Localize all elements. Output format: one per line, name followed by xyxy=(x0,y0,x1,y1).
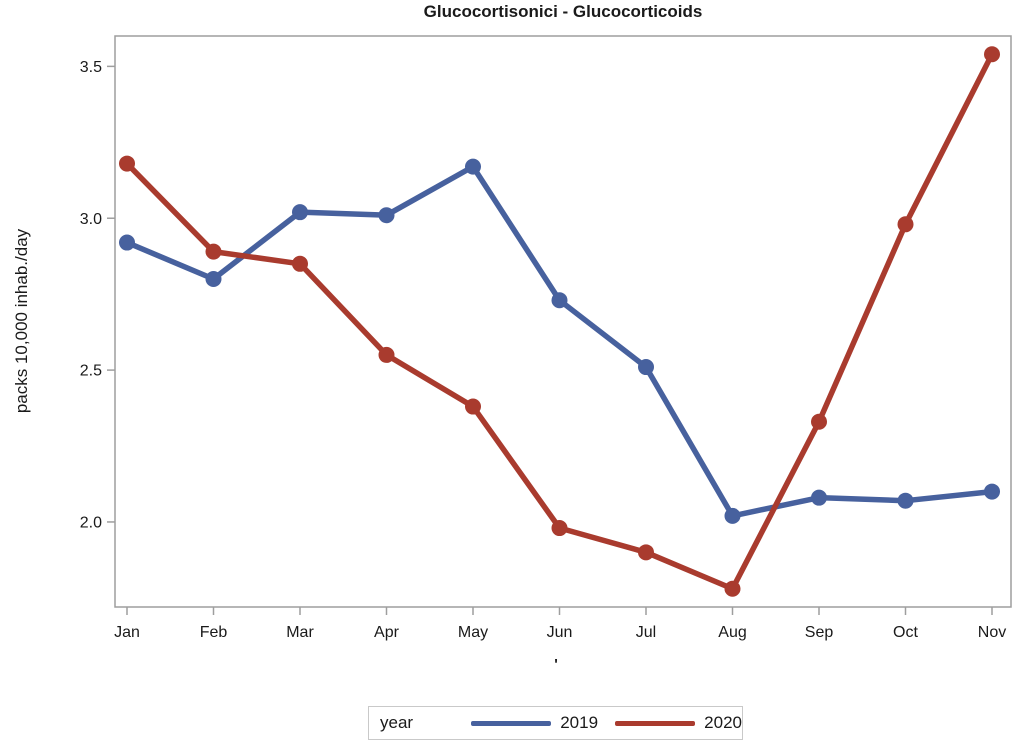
data-point-2019 xyxy=(724,507,741,524)
legend-swatch-2020 xyxy=(615,720,696,726)
x-tick-label: May xyxy=(458,624,488,641)
x-tick-label: Jun xyxy=(547,624,573,641)
data-point-2020 xyxy=(984,46,1000,63)
data-point-2019 xyxy=(119,234,135,251)
legend-entry-2020: 2020 xyxy=(704,713,742,732)
data-point-2019 xyxy=(378,207,395,224)
data-point-2019 xyxy=(205,270,222,287)
x-tick-label: Oct xyxy=(893,624,918,641)
x-tick-label: Nov xyxy=(978,624,1006,641)
x-tick-label: Mar xyxy=(286,624,314,641)
data-point-2020 xyxy=(465,398,481,415)
x-tick-label: Jan xyxy=(114,624,140,641)
data-point-2019 xyxy=(897,492,914,509)
x-tick-label: Apr xyxy=(374,624,400,641)
y-tick-label: 2.5 xyxy=(80,363,102,380)
data-point-2019 xyxy=(292,204,308,221)
legend: year 2019 2020 xyxy=(368,706,743,740)
x-axis-note: ' xyxy=(554,656,558,673)
y-tick-label: 3.5 xyxy=(80,59,102,76)
data-point-2020 xyxy=(638,544,654,561)
x-tick-label: Feb xyxy=(200,624,228,641)
series-line-2019 xyxy=(124,163,995,519)
data-point-2020 xyxy=(292,255,308,272)
x-tick-label: Aug xyxy=(718,624,746,641)
legend-title: year xyxy=(380,713,414,732)
data-point-2020 xyxy=(205,243,222,260)
data-point-2019 xyxy=(984,483,1000,500)
data-point-2020 xyxy=(551,520,568,537)
data-point-2020 xyxy=(378,346,395,363)
data-point-2019 xyxy=(551,292,568,309)
data-point-2019 xyxy=(811,489,827,506)
data-point-2020 xyxy=(811,413,827,430)
data-point-2020 xyxy=(724,580,741,597)
x-tick-label: Jul xyxy=(636,624,656,641)
y-tick-label: 2.0 xyxy=(80,515,102,532)
legend-swatch-2019 xyxy=(471,720,552,726)
data-point-2019 xyxy=(465,158,481,175)
x-tick-label: Sep xyxy=(805,624,834,641)
series-line-2020 xyxy=(124,51,995,592)
chart-title: Glucocortisonici - Glucocorticoids xyxy=(423,2,703,21)
legend-entry-2019: 2019 xyxy=(560,713,599,732)
data-point-2019 xyxy=(638,359,654,376)
data-point-2020 xyxy=(897,216,914,233)
plot-border xyxy=(114,35,1012,608)
data-point-2020 xyxy=(119,155,135,172)
y-tick-label: 3.0 xyxy=(80,211,102,228)
